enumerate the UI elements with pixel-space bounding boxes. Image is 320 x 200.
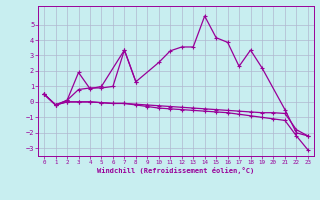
X-axis label: Windchill (Refroidissement éolien,°C): Windchill (Refroidissement éolien,°C) xyxy=(97,167,255,174)
